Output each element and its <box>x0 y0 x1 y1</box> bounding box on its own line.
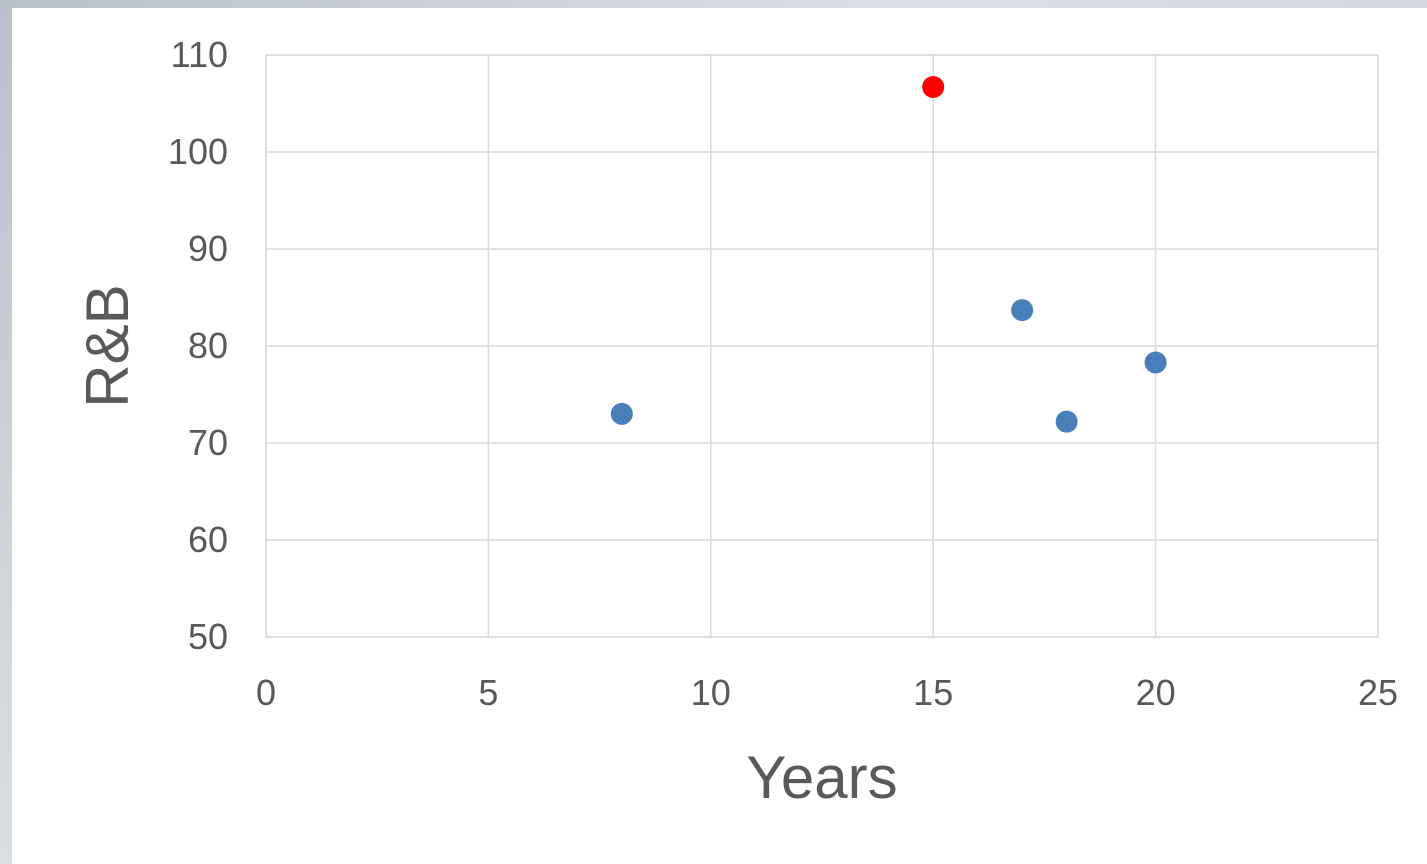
x-tick-label: 15 <box>913 672 953 713</box>
scatter-point <box>922 76 945 99</box>
x-tick-label: 25 <box>1358 672 1398 713</box>
scatter-point <box>1144 351 1167 374</box>
x-axis-title: Years <box>746 744 897 811</box>
x-tick-label: 20 <box>1136 672 1176 713</box>
x-tick-label: 10 <box>691 672 731 713</box>
x-tick-label: 0 <box>256 672 276 713</box>
scatter-point <box>610 402 633 425</box>
y-tick-label: 80 <box>188 325 228 366</box>
plot-area-border <box>265 54 1379 638</box>
scatter-point <box>1011 299 1034 322</box>
y-tick-label: 60 <box>188 519 228 560</box>
y-tick-label: 100 <box>168 131 228 172</box>
x-tick-label: 5 <box>478 672 498 713</box>
x-tick-labels: 0 5 10 15 20 25 <box>256 672 1398 713</box>
data-points <box>610 76 1167 433</box>
y-tick-labels: 50 60 70 80 90 100 110 <box>168 34 228 657</box>
y-tick-label: 70 <box>188 422 228 463</box>
y-tick-label: 50 <box>188 616 228 657</box>
chart-card <box>12 8 1427 864</box>
grid-lines <box>265 54 1379 638</box>
y-tick-label: 90 <box>188 228 228 269</box>
y-tick-label: 110 <box>171 34 228 75</box>
scatter-point <box>1055 410 1078 433</box>
y-axis-title: R&B <box>74 284 141 407</box>
